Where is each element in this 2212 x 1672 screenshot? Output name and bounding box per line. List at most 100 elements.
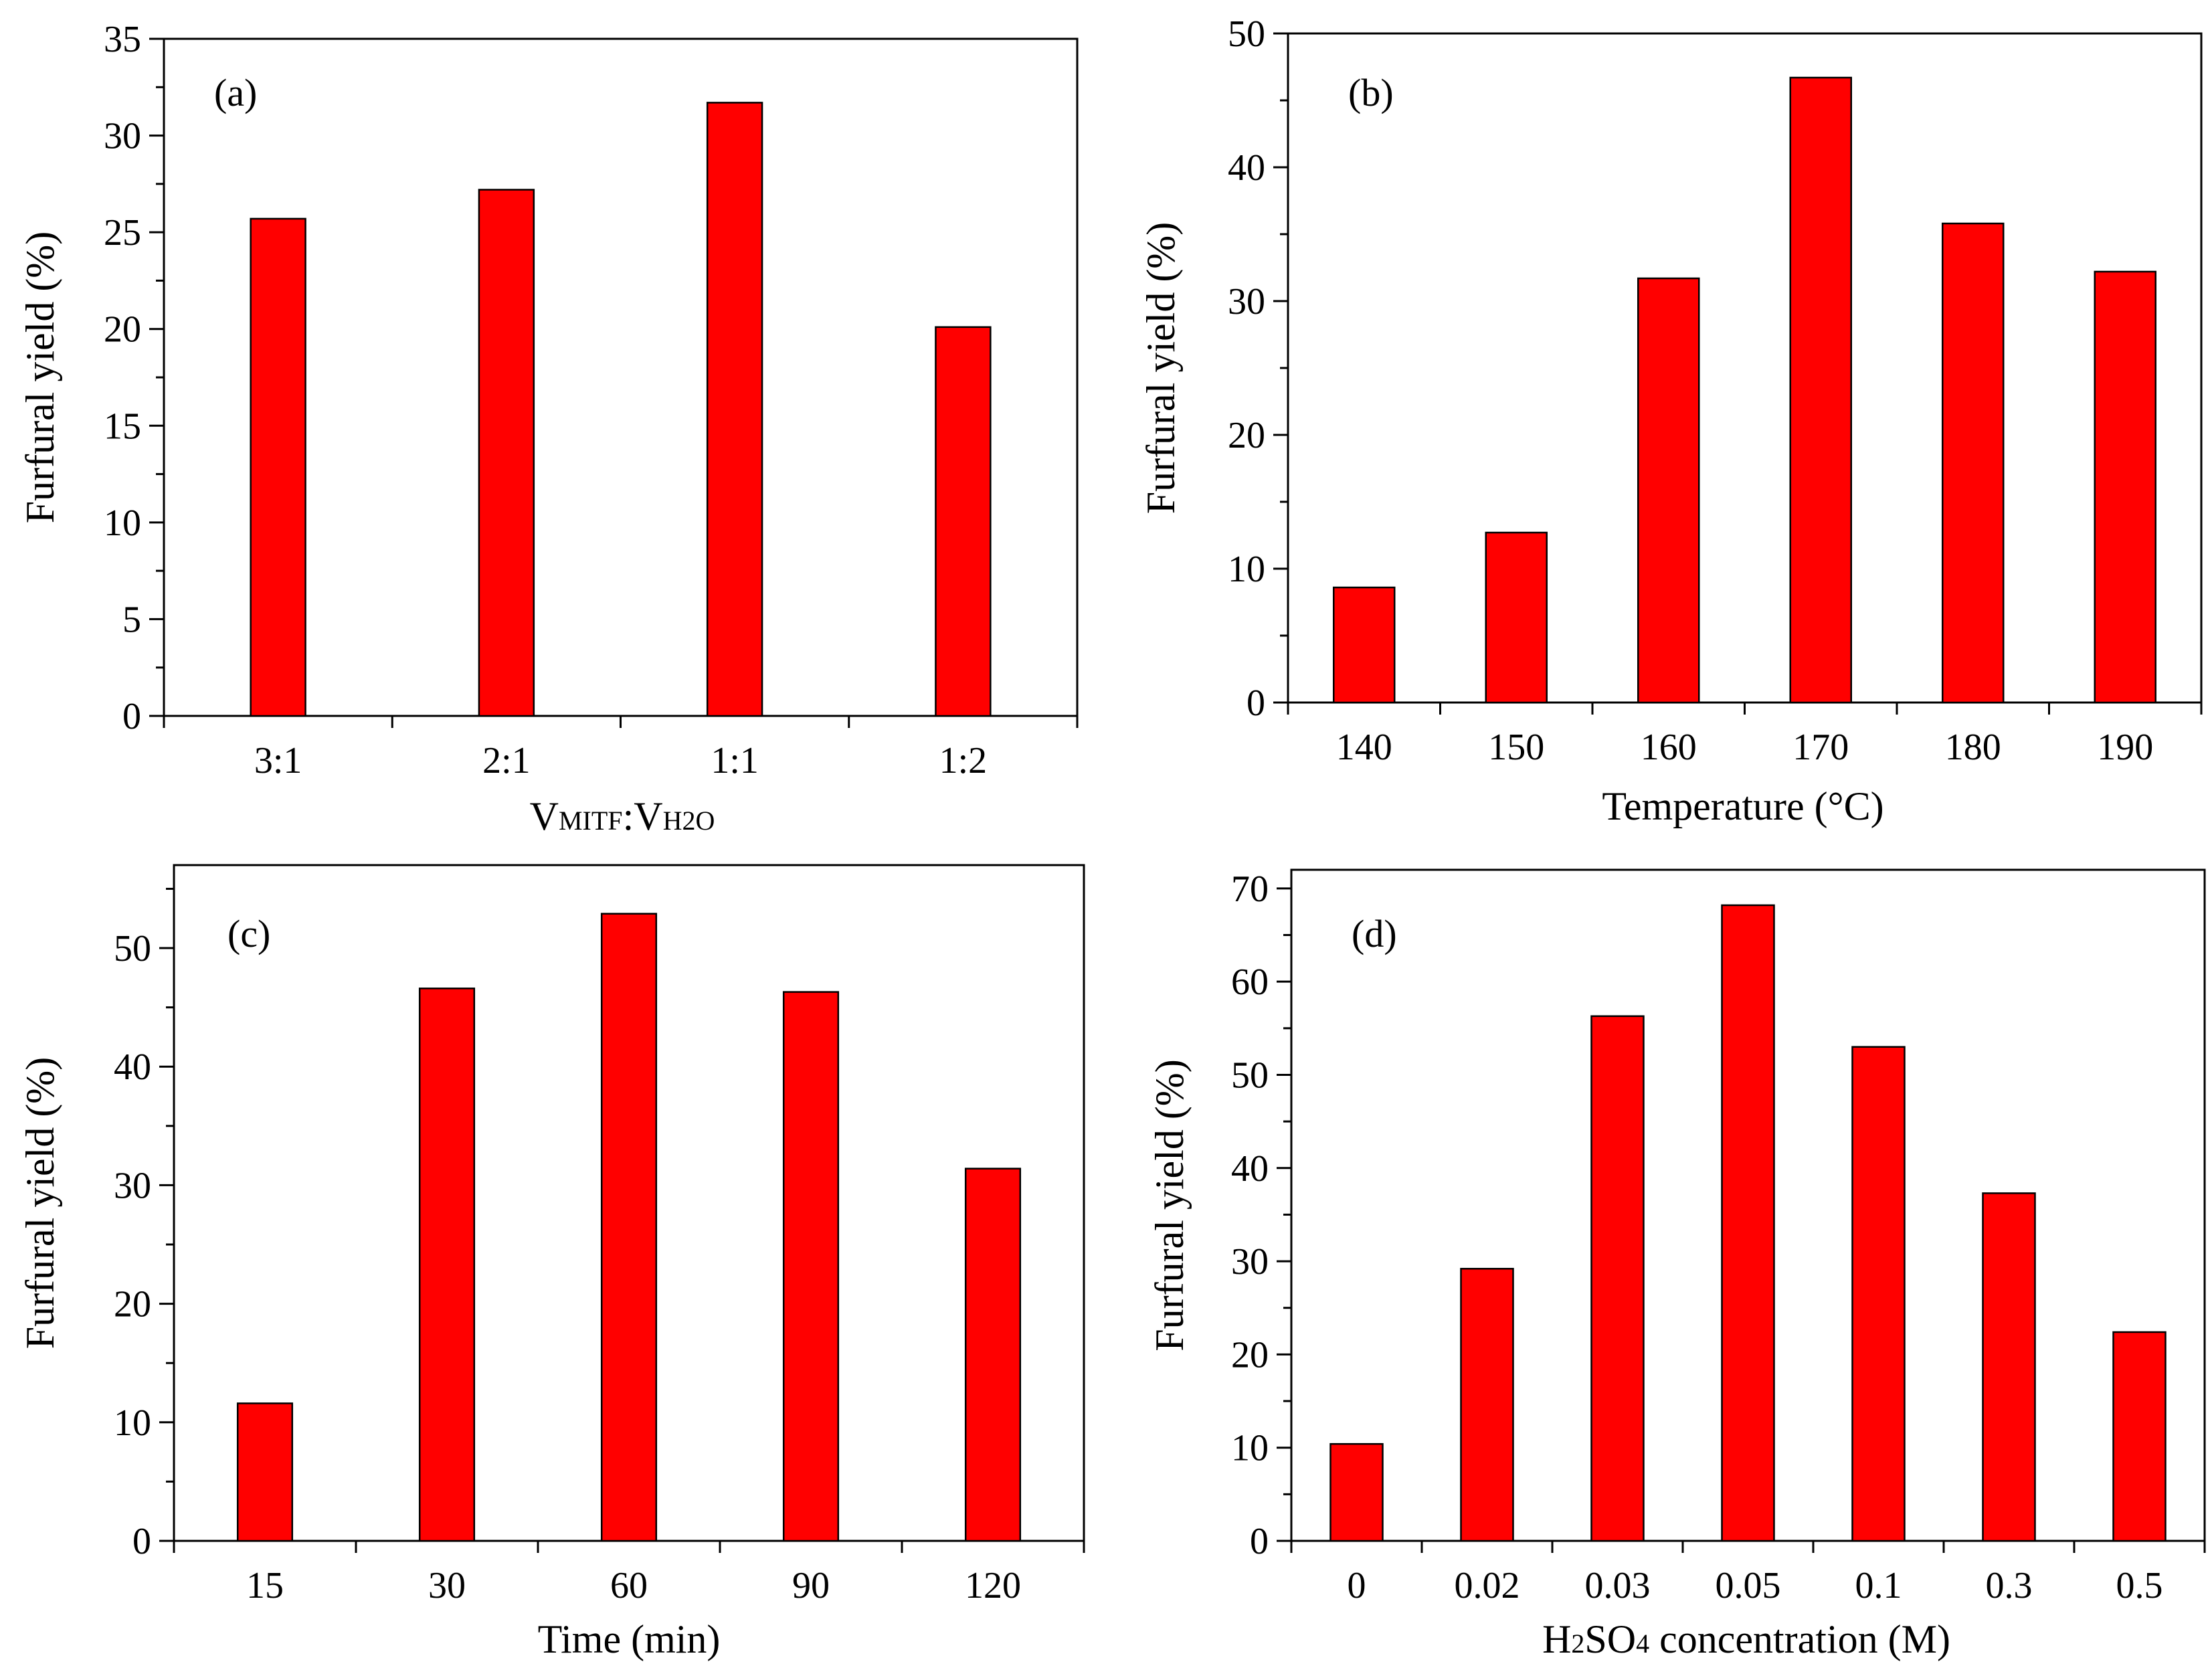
y-tick-label: 60	[1231, 961, 1269, 1003]
x-tick-label: 0.5	[2116, 1565, 2163, 1606]
x-tick-label: 1:2	[939, 740, 988, 781]
x-axis-title-subscript: 2	[1571, 1629, 1584, 1659]
bar	[1982, 1192, 2036, 1542]
bar	[1590, 1015, 1645, 1542]
y-tick-label: 40	[114, 1046, 151, 1088]
bar	[964, 1168, 1022, 1542]
panel-label: (c)	[227, 912, 270, 955]
y-axis-title: Furfural yield (%)	[1147, 1059, 1192, 1352]
x-axis-title: Time (min)	[538, 1617, 721, 1661]
x-tick-label: 150	[1488, 727, 1544, 768]
x-tick-label: 0.1	[1855, 1565, 1902, 1606]
y-tick-label: 20	[114, 1284, 151, 1325]
y-tick-label: 35	[104, 19, 141, 60]
y-tick-label: 10	[1231, 1428, 1269, 1469]
panel-label: (b)	[1348, 71, 1394, 114]
y-tick-label: 30	[114, 1165, 151, 1206]
y-tick-label: 20	[1231, 1334, 1269, 1376]
chart-panel-b: 0 10 20 30 40 50 140 150 160 170 180 190 (b) Furfural…	[1139, 13, 2203, 828]
x-tick-label: 60	[610, 1565, 648, 1606]
bar	[600, 913, 658, 1542]
bar	[2112, 1331, 2167, 1542]
bar	[1485, 531, 1548, 704]
x-axis-title: H2SO4 concentration (M)	[1542, 1617, 1950, 1661]
x-axis-title-part: V	[634, 794, 662, 838]
y-axis-title: Furfural yield (%)	[18, 231, 62, 524]
x-tick-label: 90	[792, 1565, 830, 1606]
x-tick-label: 0.05	[1716, 1565, 1781, 1606]
y-tick-label: 10	[114, 1402, 151, 1444]
bar	[236, 1402, 294, 1542]
x-tick-label: 3:1	[254, 740, 302, 781]
bar	[1637, 277, 1700, 704]
bar	[1942, 222, 2005, 704]
x-tick-label: 0	[1348, 1565, 1366, 1606]
y-tick-label: 0	[1250, 1521, 1269, 1562]
y-tick-label: 20	[1228, 415, 1265, 456]
bar	[706, 102, 763, 717]
x-axis-title-subscript: 4	[1636, 1629, 1649, 1659]
x-axis-title-part: V	[530, 794, 559, 838]
y-tick-label: 20	[104, 309, 141, 351]
panel-label: (a)	[214, 71, 257, 114]
bar	[935, 326, 992, 717]
y-tick-label: 40	[1228, 147, 1265, 189]
y-tick-label: 30	[1228, 281, 1265, 322]
y-tick-label: 30	[1231, 1241, 1269, 1283]
y-tick-label: 0	[132, 1521, 151, 1562]
x-tick-label: 190	[2097, 727, 2153, 768]
x-tick-label: 0.3	[1986, 1565, 2033, 1606]
y-axis-title: Furfural yield (%)	[18, 1057, 62, 1350]
y-axis-title: Furfural yield (%)	[1139, 222, 1183, 515]
y-tick-label: 25	[104, 212, 141, 254]
y-tick-label: 30	[104, 116, 141, 157]
x-tick-label: 120	[965, 1565, 1021, 1606]
y-tick-label: 10	[1228, 549, 1265, 590]
x-axis-title: Temperature (°C)	[1602, 784, 1883, 828]
bar	[2094, 270, 2156, 704]
bar	[1333, 586, 1396, 704]
x-axis-title-part: concentration (M)	[1649, 1617, 1950, 1661]
plot-frame	[1287, 32, 2203, 704]
x-tick-label: 2:1	[482, 740, 531, 781]
y-tick-label: 0	[122, 696, 141, 737]
x-tick-label: 15	[246, 1565, 284, 1606]
y-tick-label: 40	[1231, 1148, 1269, 1190]
bar	[782, 991, 840, 1542]
bar	[1460, 1267, 1514, 1542]
panel-label: (d)	[1352, 912, 1397, 955]
x-tick-label: 180	[1945, 727, 2001, 768]
bar	[478, 189, 535, 717]
y-tick-label: 0	[1247, 682, 1265, 724]
y-tick-label: 10	[104, 502, 141, 544]
x-tick-label: 1:1	[711, 740, 759, 781]
bar	[1851, 1046, 1906, 1542]
x-tick-label: 0.02	[1455, 1565, 1520, 1606]
x-axis-title-part: :	[623, 794, 634, 838]
x-axis-title-part: SO	[1584, 1617, 1636, 1661]
y-tick-label: 70	[1231, 868, 1269, 910]
x-tick-label: 30	[428, 1565, 466, 1606]
x-tick-label: 0.03	[1585, 1565, 1651, 1606]
bar	[1721, 904, 1775, 1542]
x-axis-title-subscript: H2O	[663, 806, 715, 836]
y-tick-label: 50	[1228, 13, 1265, 55]
y-tick-label: 5	[122, 599, 141, 640]
chart-panel-c: 0 10 20 30 40 50 15 30 60 90 120 (c) Furfural yield …	[18, 864, 1085, 1661]
x-tick-label: 140	[1336, 727, 1392, 768]
x-axis-title-part: H	[1542, 1617, 1571, 1661]
x-axis-title: VMITF:VH2O	[530, 794, 715, 838]
bar	[418, 988, 476, 1542]
x-tick-label: 170	[1792, 727, 1849, 768]
chart-panel-a: 0 5 10 15 20 25 30 35 3:1 2:1 1:1 1:2 (a) Furfural yi…	[18, 19, 1079, 838]
y-tick-label: 15	[104, 405, 141, 447]
y-tick-label: 50	[1231, 1054, 1269, 1096]
chart-panel-d: 0 10 20 30 40 50 60 70 0 0.02 0.03 0.05 0.1 0.3 0.5 (d)…	[1147, 868, 2206, 1661]
y-tick-label: 50	[114, 928, 151, 969]
bar	[1789, 76, 1852, 704]
bar	[250, 217, 306, 717]
x-tick-label: 160	[1641, 727, 1697, 768]
x-axis-title-subscript: MITF	[559, 806, 623, 836]
bar	[1329, 1443, 1384, 1542]
